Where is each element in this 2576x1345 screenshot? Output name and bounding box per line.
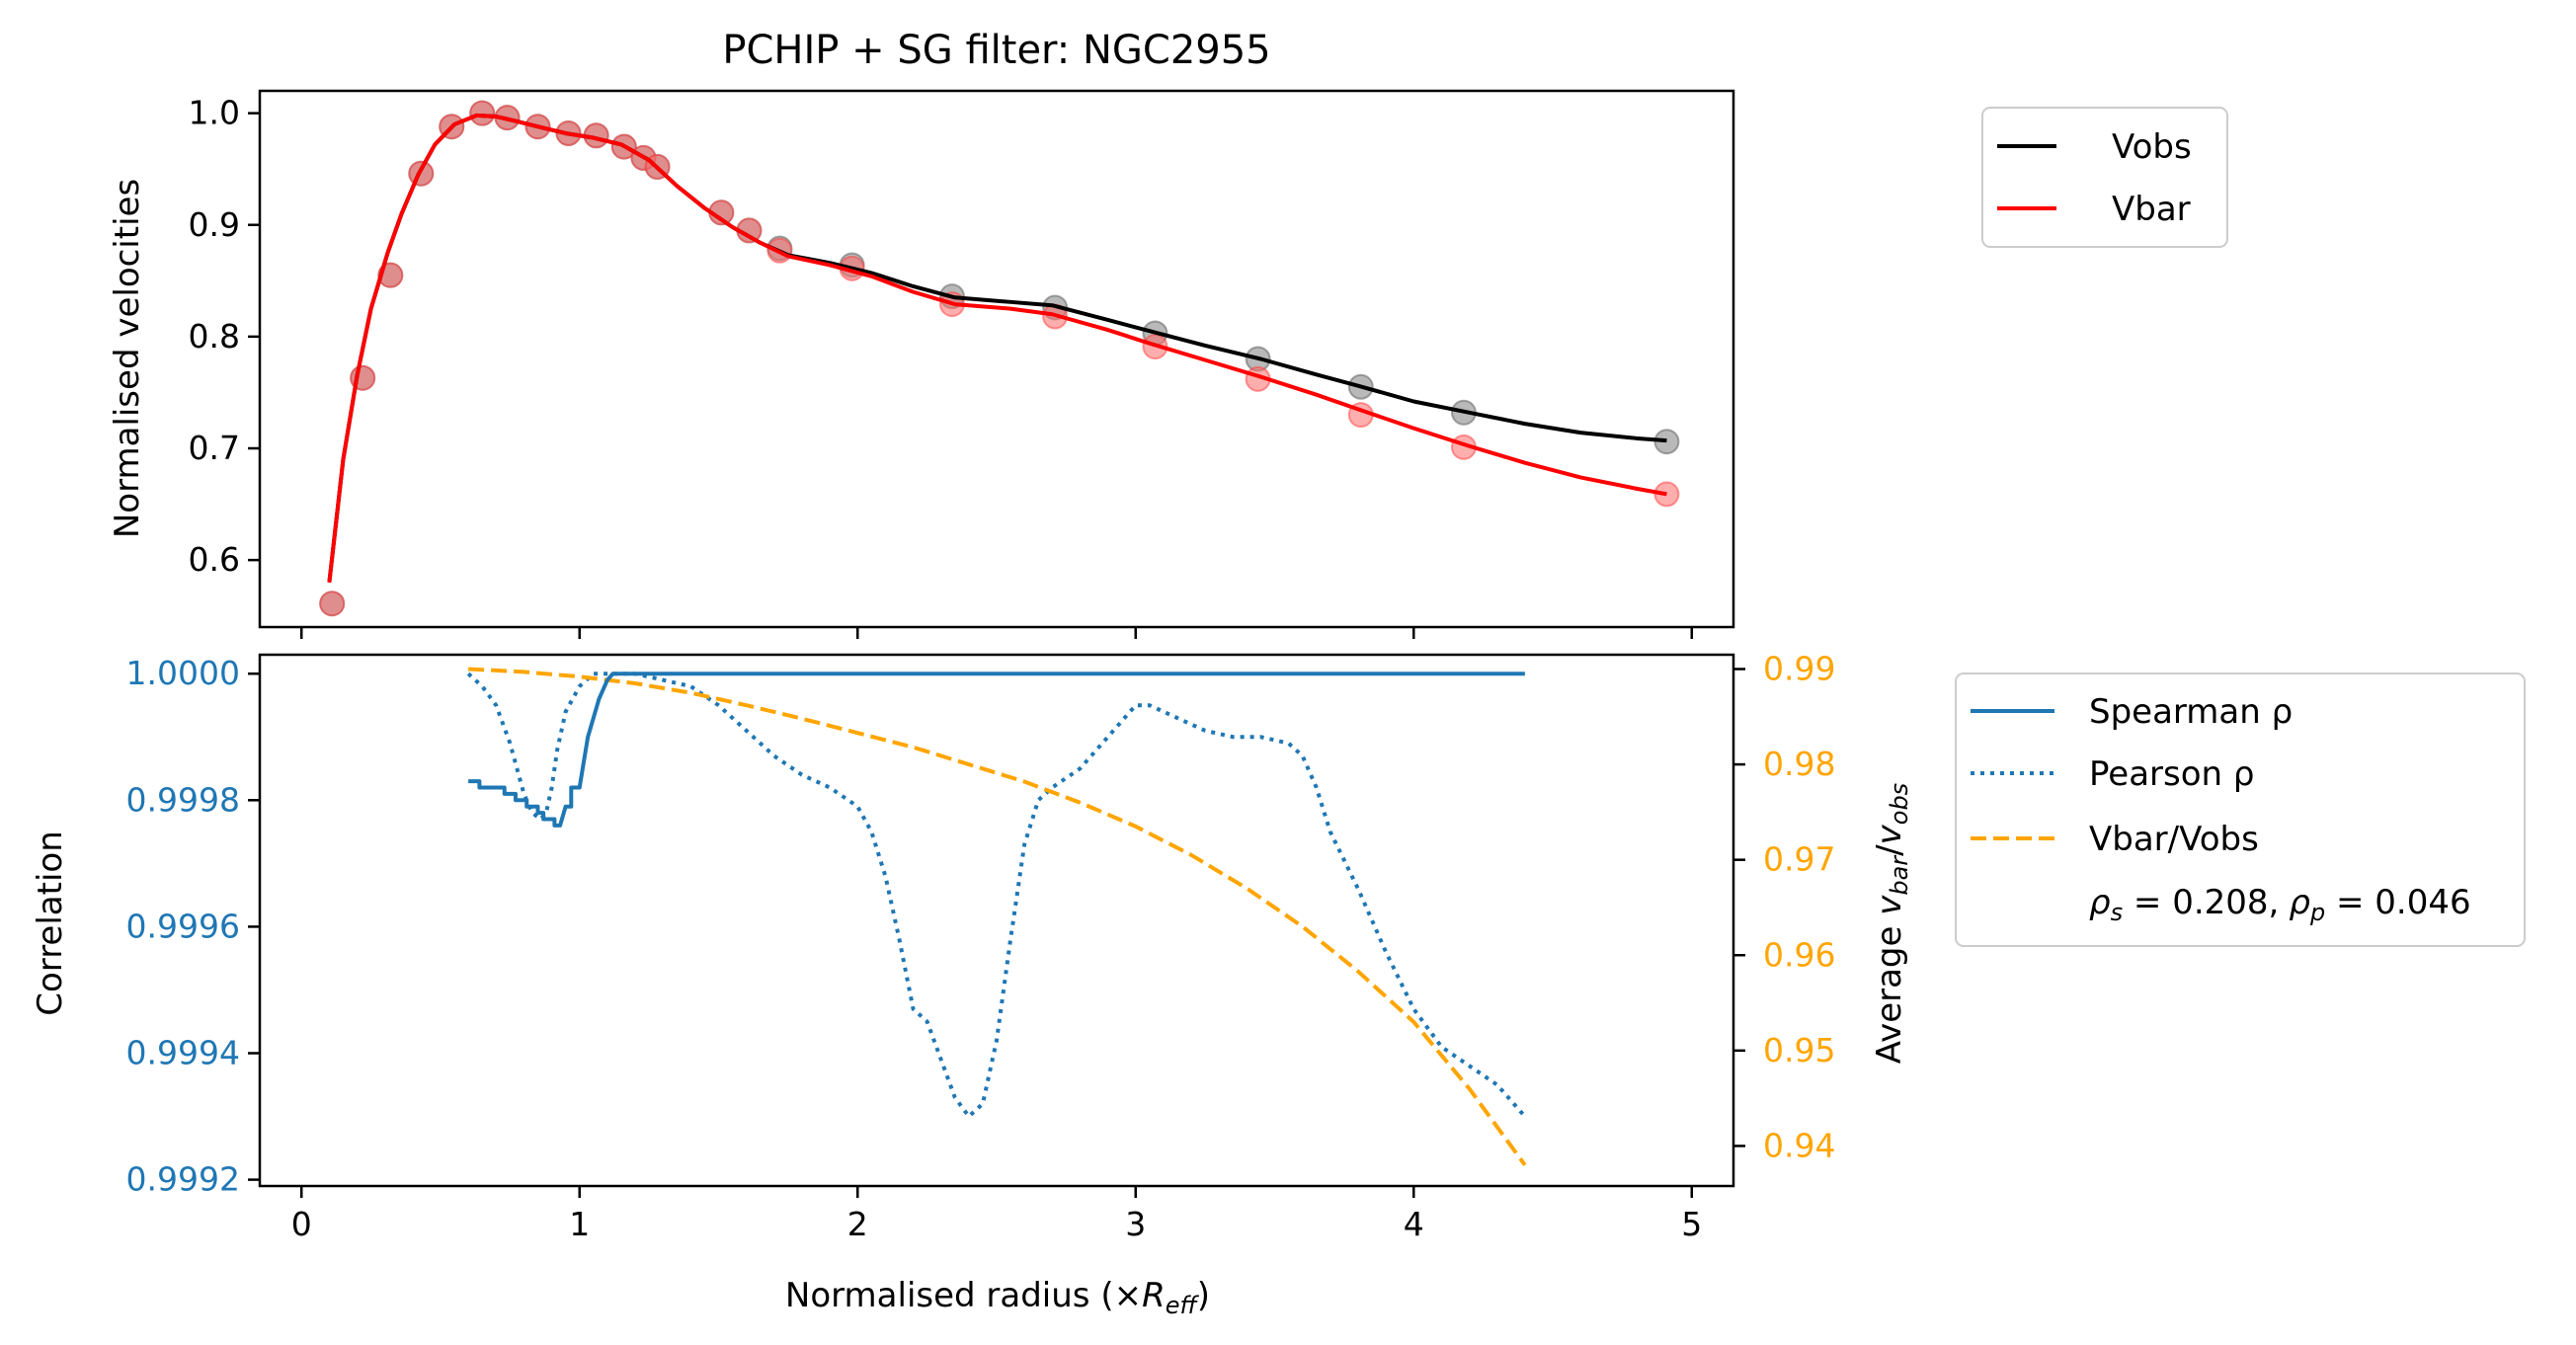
top-ticks: 0.6 0.7 0.8 0.9 1.0 <box>189 94 1694 639</box>
vobs-line <box>327 113 1667 583</box>
x-tick-label: 4 <box>1404 1205 1424 1243</box>
top-y-tick-label: 1.0 <box>189 94 240 132</box>
x-tick-label: 1 <box>569 1205 590 1243</box>
legend-spearman-label: Spearman ρ <box>2089 692 2293 732</box>
right-y-tick-label: 0.96 <box>1763 935 1835 974</box>
left-y-tick-label: 0.9998 <box>126 780 240 819</box>
vobs-data-point <box>1653 429 1680 455</box>
spearman-line <box>468 672 1525 828</box>
right-y-tick-label: 0.99 <box>1763 649 1835 687</box>
vbar-data-point <box>319 591 346 617</box>
x-axis-label: Normalised radius (×Reff) <box>785 1276 1210 1319</box>
right-y-tick-label: 0.95 <box>1763 1031 1835 1069</box>
ratio-line <box>468 667 1527 1166</box>
top-y-axis-label: Normalised velocities <box>108 179 147 538</box>
vbar-line <box>327 113 1667 583</box>
right-y-tick-label: 0.98 <box>1763 745 1835 783</box>
top-axes-frame <box>258 89 1735 629</box>
legend-stats-text: ρs = 0.208, ρp = 0.046 <box>2089 883 2471 926</box>
top-legend: Vobs Vbar <box>1981 107 2228 248</box>
x-tick-label: 2 <box>847 1205 868 1243</box>
pearson-line <box>466 672 1527 1120</box>
legend-vbar-label: Vbar <box>2112 190 2191 229</box>
legend-pearson-label: Pearson ρ <box>2089 754 2254 794</box>
x-tick-label: 0 <box>291 1205 312 1243</box>
top-legend-frame <box>1981 107 2228 248</box>
top-y-tick-label: 0.6 <box>189 540 240 579</box>
bottom-legend: Spearman ρ Pearson ρ Vbar/Vobs ρs = 0.20… <box>1955 672 2526 947</box>
legend-vobs-label: Vobs <box>2112 127 2192 167</box>
chart-title: PCHIP + SG filter: NGC2955 <box>722 28 1270 73</box>
bottom-legend-frame <box>1955 672 2526 947</box>
bottom-panel: 0 1 2 3 4 5 0.9992 0.9994 0.9996 0.9998 1.0000 0.94… <box>31 649 2526 1319</box>
top-y-tick-label: 0.7 <box>189 429 240 467</box>
bottom-ticks: 0 1 2 3 4 5 0.9992 0.9994 0.9996 0.9998 1.0000 0.94… <box>126 649 1836 1243</box>
x-tick-label: 5 <box>1681 1205 1702 1243</box>
left-y-tick-label: 1.0000 <box>126 654 240 692</box>
top-plot-area <box>319 100 1680 617</box>
right-y-axis-label: Average vbar/vobs <box>1870 783 1913 1064</box>
legend-ratio-label: Vbar/Vobs <box>2089 820 2259 859</box>
x-tick-label: 3 <box>1125 1205 1146 1243</box>
top-y-tick-label: 0.8 <box>189 317 240 356</box>
bottom-axes-frame <box>258 653 1735 1188</box>
bottom-plot-area <box>466 667 1527 1166</box>
right-y-tick-label: 0.94 <box>1763 1126 1835 1164</box>
top-y-tick-label: 0.9 <box>189 205 240 244</box>
left-y-tick-label: 0.9996 <box>126 907 240 945</box>
vbar-data-point <box>469 100 496 126</box>
top-panel: PCHIP + SG filter: NGC2955 0.6 0.7 0.8 0.9 1… <box>108 28 2228 639</box>
left-y-tick-label: 0.9994 <box>126 1034 240 1072</box>
bottom-y-axis-label: Correlation <box>31 831 70 1015</box>
left-y-tick-label: 0.9992 <box>126 1160 240 1199</box>
right-y-tick-label: 0.97 <box>1763 840 1835 879</box>
